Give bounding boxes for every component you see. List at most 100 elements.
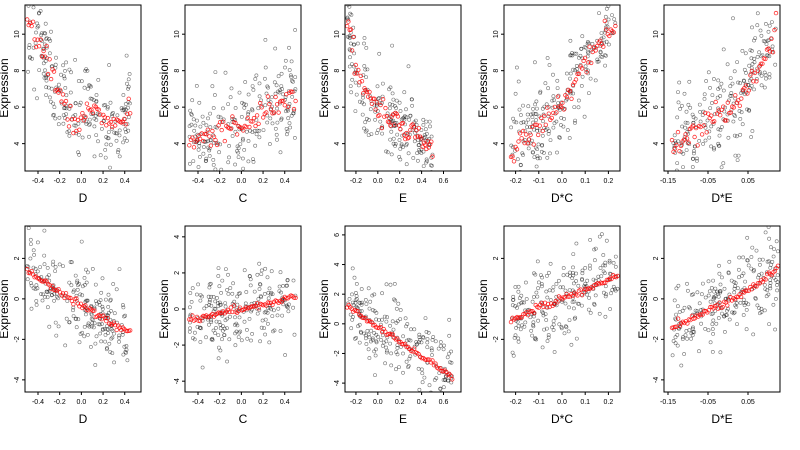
fitted-point — [190, 135, 195, 140]
observed-point — [533, 336, 538, 341]
observed-point — [516, 339, 521, 344]
observed-point — [268, 292, 273, 297]
fitted-point — [419, 136, 424, 141]
fitted-point — [523, 132, 529, 137]
observed-point — [709, 144, 714, 149]
observed-point — [103, 326, 107, 331]
observed-point — [194, 84, 199, 88]
observed-point — [590, 42, 595, 46]
observed-point — [384, 345, 389, 350]
observed-point — [732, 69, 737, 74]
observed-point — [738, 81, 743, 86]
observed-point — [547, 288, 552, 293]
observed-point — [716, 106, 721, 111]
observed-point — [539, 149, 544, 154]
observed-point — [713, 286, 718, 291]
fitted-point — [83, 303, 88, 308]
observed-point — [690, 165, 695, 169]
observed-point — [603, 14, 608, 19]
observed-point — [51, 101, 56, 106]
observed-point — [103, 147, 108, 152]
observed-point — [537, 280, 541, 285]
observed-point — [687, 328, 692, 333]
observed-point — [69, 283, 74, 288]
observed-point — [710, 349, 715, 354]
fitted-point — [613, 23, 618, 29]
observed-point — [529, 112, 533, 117]
observed-point — [520, 323, 524, 328]
observed-point — [442, 343, 446, 348]
observed-point — [524, 297, 529, 301]
observed-point — [26, 69, 30, 74]
observed-point — [762, 85, 767, 90]
observed-point — [67, 133, 72, 138]
fitted-point — [291, 106, 297, 112]
observed-point — [67, 67, 72, 72]
observed-point — [367, 356, 372, 360]
observed-point — [98, 153, 103, 158]
observed-point — [123, 127, 128, 132]
observed-point — [78, 100, 83, 105]
observed-point — [348, 55, 352, 60]
observed-point — [231, 281, 236, 286]
observed-point — [190, 172, 193, 175]
y-axis-label: Expression — [636, 58, 650, 117]
fitted-point — [769, 36, 774, 41]
observed-point — [43, 68, 47, 73]
fitted-point — [450, 377, 455, 382]
observed-point — [208, 111, 213, 116]
observed-point — [64, 93, 69, 98]
observed-point — [87, 134, 91, 139]
observed-point — [110, 335, 115, 340]
observed-point — [716, 78, 721, 83]
observed-point — [223, 304, 228, 309]
y-tick-label: 2 — [653, 256, 660, 260]
observed-point — [447, 317, 452, 322]
fitted-point — [71, 302, 76, 307]
observed-point — [728, 84, 733, 89]
observed-point — [106, 331, 110, 336]
observed-point — [28, 256, 33, 261]
fitted-point — [200, 138, 206, 144]
observed-point — [84, 267, 88, 272]
y-tick-label: 0 — [653, 297, 660, 301]
observed-point — [767, 236, 772, 241]
fitted-point — [598, 38, 603, 43]
observed-point — [44, 93, 49, 98]
y-tick-label: 6 — [14, 105, 21, 109]
observed-point — [532, 155, 537, 160]
observed-point — [547, 129, 552, 134]
observed-point — [550, 98, 555, 103]
observed-point — [30, 56, 34, 61]
observed-point — [352, 51, 357, 56]
observed-point — [365, 67, 370, 72]
observed-point — [599, 36, 604, 41]
fitted-point — [222, 138, 227, 144]
observed-point — [602, 290, 606, 295]
observed-point — [540, 142, 545, 147]
fitted-point — [601, 44, 606, 49]
observed-point — [732, 290, 737, 295]
observed-point — [271, 308, 276, 313]
fitted-point — [261, 115, 266, 120]
observed-point — [39, 292, 44, 296]
observed-point — [755, 11, 760, 16]
observed-point — [572, 306, 576, 311]
observed-point — [676, 100, 681, 105]
fitted-point — [244, 124, 249, 130]
observed-point — [513, 285, 518, 289]
observed-point — [278, 270, 283, 275]
fitted-point — [699, 132, 705, 137]
fitted-point — [706, 111, 711, 116]
observed-point — [679, 363, 684, 368]
observed-point — [413, 118, 418, 123]
observed-point — [697, 102, 702, 107]
observed-point — [254, 132, 259, 137]
observed-point — [269, 95, 274, 100]
observed-point — [718, 127, 723, 132]
observed-point — [545, 295, 550, 300]
observed-point — [211, 162, 216, 167]
observed-point — [753, 296, 758, 300]
